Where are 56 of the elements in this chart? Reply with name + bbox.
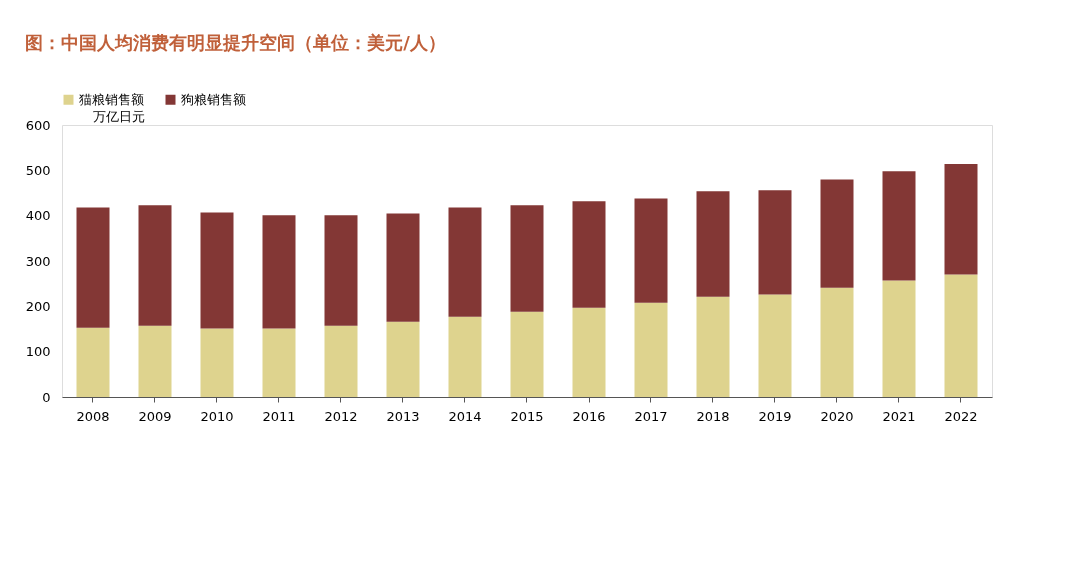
bar <box>882 280 916 397</box>
y-tick-label: 400 <box>25 208 51 224</box>
x-tick-label: 2011 <box>262 408 296 424</box>
x-tick-label: 2009 <box>138 408 172 424</box>
x-tick-label: 2017 <box>634 408 668 424</box>
bar <box>510 311 544 397</box>
bar <box>386 213 420 322</box>
bar <box>200 212 234 329</box>
bar <box>572 201 606 308</box>
bar <box>820 179 854 288</box>
bar <box>944 274 978 397</box>
legend-label: 狗粮销售额 <box>181 91 246 107</box>
y-tick-label: 0 <box>42 389 51 405</box>
legend-label: 猫粮销售额 <box>79 91 144 107</box>
x-tick-label: 2016 <box>572 408 606 424</box>
bar <box>820 287 854 397</box>
bar <box>262 215 296 329</box>
x-tick-label: 2019 <box>758 408 792 424</box>
y-tick-label: 300 <box>25 253 51 269</box>
y-tick-label: 600 <box>25 117 51 133</box>
x-tick-label: 2014 <box>448 408 482 424</box>
bar <box>944 163 978 275</box>
y-tick-label: 500 <box>25 162 51 178</box>
chart-title: 图：中国人均消费有明显提升空间（单位：美元/人） <box>25 32 446 53</box>
bar <box>76 207 110 328</box>
x-tick-label: 2012 <box>324 408 358 424</box>
x-tick-label: 2010 <box>200 408 234 424</box>
bar <box>448 207 482 317</box>
y-axis-title: 万亿日元 <box>92 108 145 124</box>
x-tick-label: 2022 <box>944 408 978 424</box>
bar <box>324 215 358 326</box>
bar <box>200 328 234 397</box>
bar <box>76 327 110 397</box>
x-tick-label: 2020 <box>820 408 854 424</box>
bar <box>572 307 606 397</box>
bar <box>882 171 916 281</box>
bar <box>448 316 482 397</box>
bar <box>510 205 544 312</box>
bar <box>758 190 792 295</box>
bar <box>138 205 172 326</box>
x-tick-label: 2013 <box>386 408 420 424</box>
y-tick-label: 100 <box>25 344 51 360</box>
bar <box>696 191 730 297</box>
bar <box>324 325 358 397</box>
x-tick-label: 2021 <box>882 408 916 424</box>
bar <box>262 328 296 397</box>
bar <box>138 325 172 397</box>
x-tick-label: 2015 <box>510 408 544 424</box>
bar <box>758 294 792 397</box>
bar <box>386 321 420 397</box>
x-tick-label: 2008 <box>76 408 110 424</box>
bar <box>634 198 668 303</box>
x-tick-label: 2018 <box>696 408 730 424</box>
bar <box>696 296 730 397</box>
y-tick-label: 200 <box>25 298 51 314</box>
bar <box>634 302 668 397</box>
